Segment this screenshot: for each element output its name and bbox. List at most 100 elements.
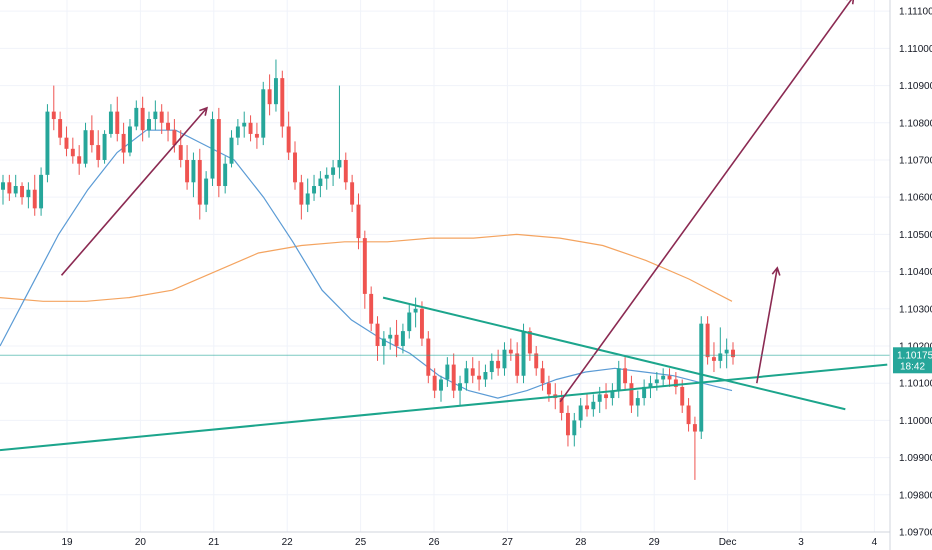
candle-body xyxy=(318,178,323,187)
candle-body xyxy=(185,159,190,183)
candle-body xyxy=(254,133,259,138)
candle-body xyxy=(546,383,551,395)
y-tick-label: 1.10900 xyxy=(899,81,932,92)
x-tick-label: Dec xyxy=(719,537,737,548)
x-tick-label: 27 xyxy=(502,537,514,548)
candle-body xyxy=(45,111,50,175)
candle-body xyxy=(299,182,304,205)
candle-body xyxy=(388,334,393,339)
candle-body xyxy=(508,349,513,354)
candle-body xyxy=(623,368,628,384)
x-tick-label: 25 xyxy=(355,537,367,548)
candle-body xyxy=(711,357,716,361)
candle-body xyxy=(381,338,386,346)
candle-body xyxy=(32,189,37,209)
candle-body xyxy=(527,331,532,354)
candle-body xyxy=(13,186,18,194)
candle-body xyxy=(432,375,437,391)
candle-body xyxy=(400,331,405,346)
candle-body xyxy=(445,364,450,380)
candle-body xyxy=(362,238,367,294)
candle-body xyxy=(273,78,278,105)
candle-body xyxy=(699,323,704,432)
candle-body xyxy=(127,126,132,153)
candle-body xyxy=(140,107,145,131)
candle-body xyxy=(572,420,577,436)
y-tick-label: 1.09900 xyxy=(899,453,932,464)
candle-body xyxy=(331,167,336,175)
candle-body xyxy=(419,308,424,339)
candle-body xyxy=(667,375,672,380)
candle-body xyxy=(642,386,647,399)
candle-body xyxy=(426,338,431,376)
y-tick-label: 1.09800 xyxy=(899,490,932,501)
candle-body xyxy=(159,111,164,123)
candle-body xyxy=(585,405,589,410)
candle-body xyxy=(489,360,494,373)
candle-body xyxy=(451,364,456,391)
candle-body xyxy=(70,148,75,157)
y-tick-label: 1.10300 xyxy=(899,304,932,315)
candle-body xyxy=(692,424,697,432)
candle-body xyxy=(356,204,361,239)
candle-body xyxy=(191,159,196,183)
candle-body xyxy=(521,331,526,376)
candle-body xyxy=(83,130,88,164)
arrow-head xyxy=(199,106,208,116)
x-tick-label: 3 xyxy=(798,537,804,548)
y-tick-label: 1.10700 xyxy=(899,155,932,166)
x-tick-label: 28 xyxy=(575,537,587,548)
trendline xyxy=(0,363,888,452)
candle-body xyxy=(559,398,564,413)
x-tick-label: 29 xyxy=(649,537,661,548)
candle-body xyxy=(464,368,469,384)
candle-body xyxy=(305,193,310,205)
candle-body xyxy=(153,111,158,120)
candle-body xyxy=(578,405,583,421)
candle-body xyxy=(286,126,291,153)
candle-body xyxy=(680,386,685,406)
arrow-line xyxy=(60,107,208,276)
arrow-line xyxy=(559,0,853,403)
candle-body xyxy=(197,159,202,205)
y-tick-label: 1.10500 xyxy=(899,230,932,241)
candle-body xyxy=(267,89,272,105)
candle-body xyxy=(261,89,266,138)
last-price-label: 1.10175 xyxy=(897,350,932,361)
x-tick-label: 26 xyxy=(428,537,440,548)
arrow-head xyxy=(846,0,855,5)
candle-body xyxy=(134,107,139,127)
candle-body xyxy=(248,122,253,134)
candle-body xyxy=(223,163,228,187)
candle-body xyxy=(1,182,5,190)
candle-body xyxy=(204,178,209,205)
candle-body xyxy=(20,186,25,198)
arrow-head xyxy=(771,266,781,276)
candle-body xyxy=(51,111,56,120)
candle-body xyxy=(705,323,710,358)
candle-body xyxy=(718,353,723,361)
candle-body xyxy=(235,126,240,138)
candle-body xyxy=(477,375,482,380)
candle-body xyxy=(7,182,12,194)
candle-body xyxy=(407,312,412,332)
candle-body xyxy=(648,383,653,387)
candle-body xyxy=(77,156,82,164)
candle-body xyxy=(147,119,151,131)
candle-body xyxy=(591,401,596,410)
candle-body xyxy=(375,323,380,346)
y-tick-label: 1.10600 xyxy=(899,193,932,204)
candle-body xyxy=(312,186,317,194)
candle-body xyxy=(394,334,399,346)
candle-body xyxy=(496,360,501,369)
candle-body xyxy=(58,119,63,138)
candle-body xyxy=(96,145,101,160)
candle-body xyxy=(121,133,126,153)
candle-body xyxy=(369,293,374,324)
y-tick-label: 1.10000 xyxy=(899,416,932,427)
x-tick-label: 4 xyxy=(872,537,878,548)
candle-body xyxy=(293,152,297,183)
